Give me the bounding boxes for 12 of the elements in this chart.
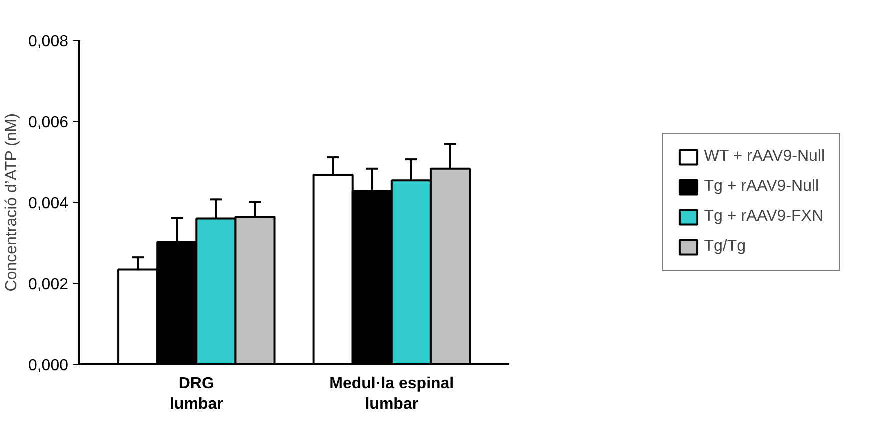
- y-tick-label: 0,008: [28, 34, 69, 50]
- x-tick-label: Medul·la espinal lumbar: [330, 376, 454, 413]
- y-tick-label: 0,004: [28, 196, 69, 212]
- legend-label: Tg + rAAV9-FXN: [704, 208, 824, 226]
- y-tick-label: 0,006: [28, 114, 69, 132]
- x-tick-label: DRG lumbar: [170, 376, 224, 413]
- legend-label: Tg/Tg: [704, 238, 746, 256]
- legend-label: Tg + rAAV9-Null: [704, 178, 820, 196]
- legend-label: WT + rAAV9-Null: [704, 148, 825, 166]
- y-tick-label: 0,000: [28, 358, 69, 374]
- y-axis-title: Concentració d’ATP (nM): [3, 114, 20, 292]
- y-tick-label: 0,002: [28, 276, 69, 294]
